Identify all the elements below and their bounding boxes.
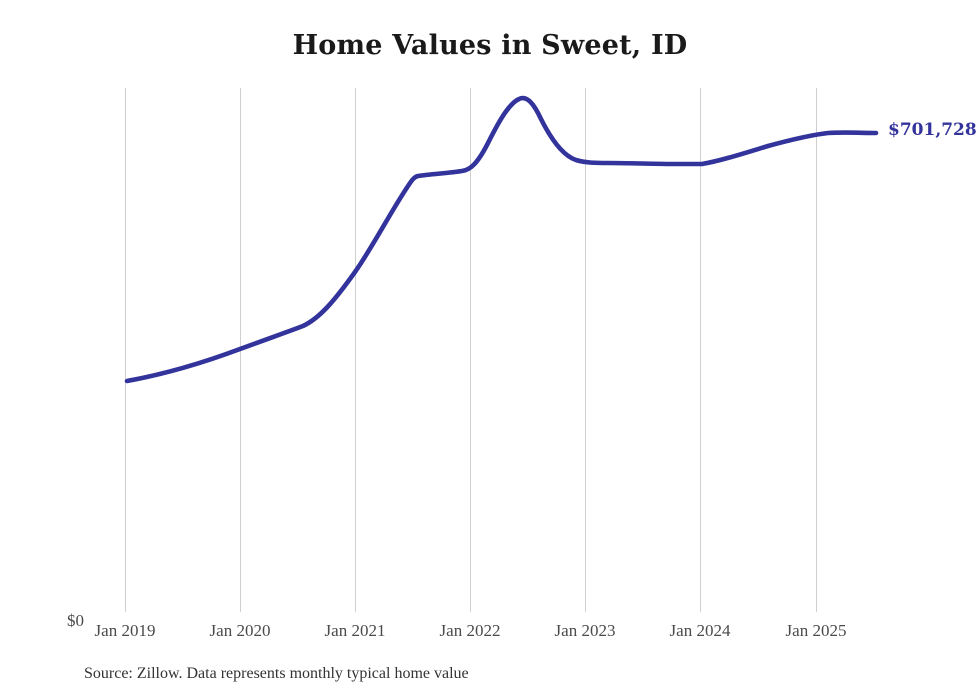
x-tick-label-jan-2025: Jan 2025 (785, 621, 847, 640)
x-tick-label-jan-2019: Jan 2019 (94, 621, 156, 640)
gridline-jan-2022 (470, 88, 471, 612)
x-tick-label-jan-2020: Jan 2020 (209, 621, 271, 640)
gridline-jan-2021 (355, 88, 356, 612)
gridline-jan-2024 (700, 88, 701, 612)
x-tick-label-jan-2022: Jan 2022 (439, 621, 501, 640)
gridline-jan-2023 (585, 88, 586, 612)
x-tick-label-jan-2024: Jan 2024 (669, 621, 731, 640)
end-value-annotation: $701,728 (888, 120, 977, 140)
source-note: Source: Zillow. Data represents monthly … (84, 665, 469, 682)
gridline-jan-2019 (125, 88, 126, 612)
y-axis-zero-label: $0 (67, 611, 84, 630)
x-tick-label-jan-2023: Jan 2023 (554, 621, 616, 640)
x-tick-label-jan-2021: Jan 2021 (324, 621, 386, 640)
gridline-jan-2025 (816, 88, 817, 612)
page-title: Home Values in Sweet, ID (292, 30, 688, 61)
